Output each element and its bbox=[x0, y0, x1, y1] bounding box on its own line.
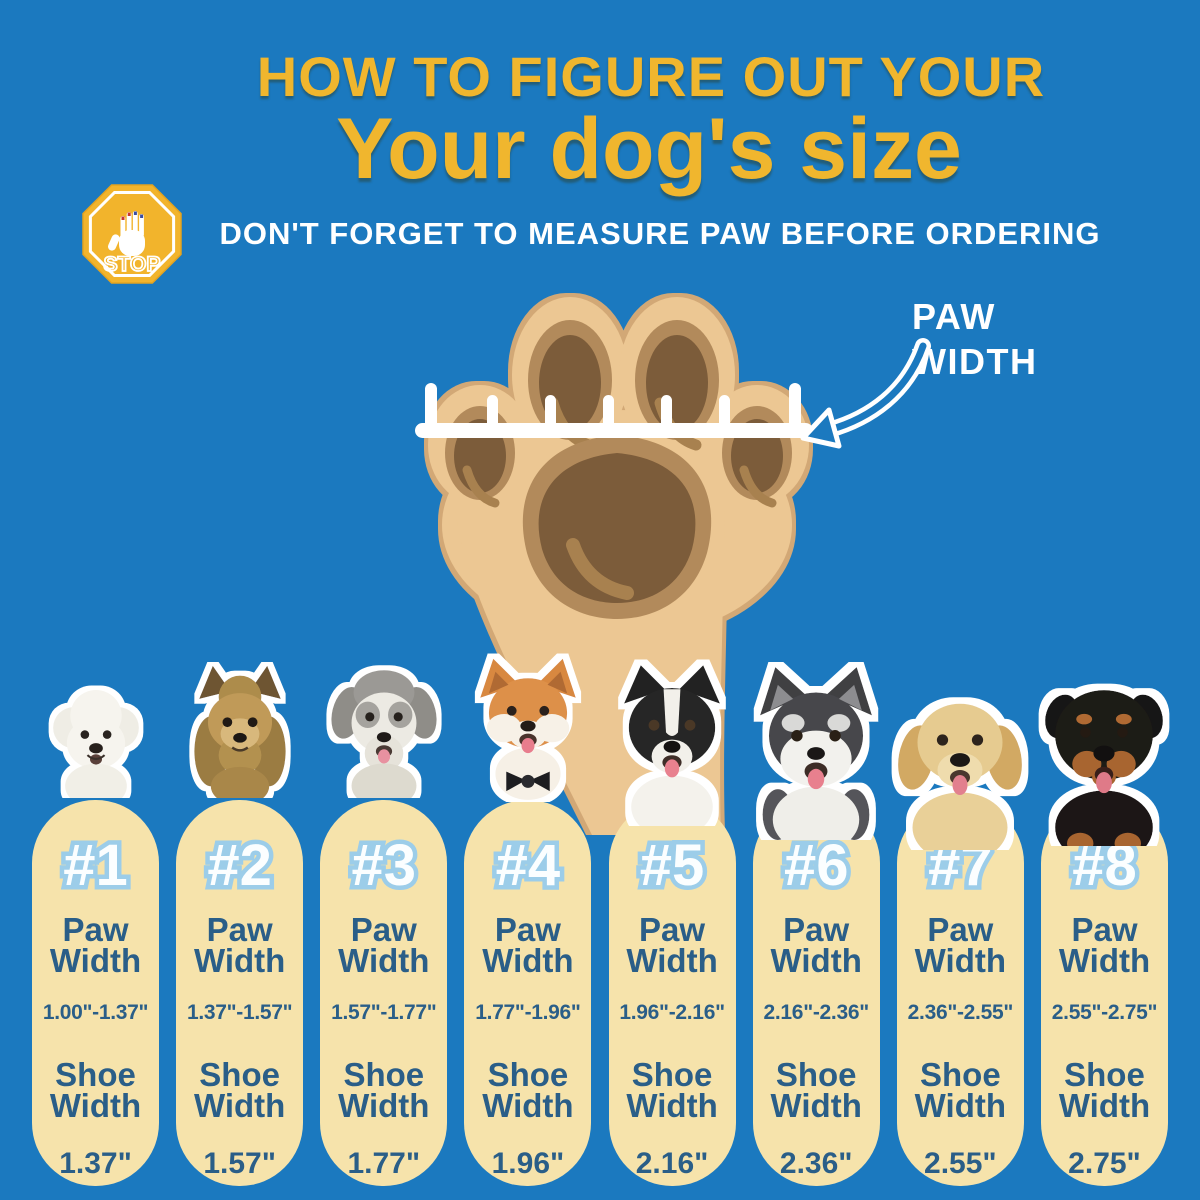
size-pill-3: #3 #3 Paw Width 1.57"-1.77" Shoe Width 1.77… bbox=[320, 800, 448, 1186]
size-columns: #1 #1 Paw Width 1.00"-1.37" Shoe Width 1.37… bbox=[32, 0, 1168, 1186]
size-column-6: #6 #6 Paw Width 2.16"-2.36" Shoe Width 2.36… bbox=[752, 0, 880, 1186]
shoe-width-value: 2.16" bbox=[635, 1147, 709, 1181]
paw-width-range: 1.77"-1.96" bbox=[475, 1000, 581, 1024]
size-number: #1 #1 bbox=[59, 829, 132, 902]
paw-width-label: Paw Width bbox=[1058, 911, 1151, 980]
paw-width-label: Paw Width bbox=[914, 911, 1007, 980]
warning-text: DON'T FORGET TO MEASURE PAW BEFORE ORDER… bbox=[219, 216, 1101, 251]
paw-width-range: 2.36"-2.55" bbox=[907, 1000, 1014, 1024]
shoe-width-value: 1.77" bbox=[347, 1147, 421, 1181]
stop-hand-icon bbox=[107, 211, 145, 256]
paw-width-label: Paw Width bbox=[338, 911, 430, 980]
paw-width-label: Paw Width bbox=[626, 911, 718, 980]
paw-width-range: 2.16"-2.36" bbox=[763, 1000, 870, 1024]
shoe-width-label: Shoe Width bbox=[914, 1055, 1007, 1125]
stop-sign-label: STOP bbox=[104, 253, 161, 276]
shoe-width-value: 2.75" bbox=[1068, 1147, 1141, 1181]
dog-photo-golden-retriever bbox=[898, 703, 1023, 850]
size-number: #2 #2 bbox=[203, 829, 276, 902]
shoe-width-label: Shoe Width bbox=[49, 1055, 142, 1125]
size-number: #6 #6 bbox=[779, 829, 852, 902]
dog-photo-bearded-collie bbox=[331, 670, 437, 798]
size-number: #4 #4 bbox=[491, 829, 564, 902]
paw-width-range: 1.96"-2.16" bbox=[619, 1000, 725, 1024]
size-pill-5: #5 #5 Paw Width 1.96"-2.16" Shoe Width 2.16… bbox=[608, 800, 736, 1186]
dog-photo-yorkshire-terrier bbox=[193, 665, 286, 798]
size-column-3: #3 #3 Paw Width 1.57"-1.77" Shoe Width 1.77… bbox=[320, 0, 448, 1186]
size-number: #5 #5 bbox=[635, 829, 708, 902]
paw-width-label: Paw Width bbox=[49, 911, 142, 980]
dog-photo-rottweiler bbox=[1045, 690, 1164, 846]
size-pill-1: #1 #1 Paw Width 1.00"-1.37" Shoe Width 1.37… bbox=[32, 800, 159, 1186]
shoe-width-value: 2.36" bbox=[779, 1147, 853, 1181]
size-column-2: #2 #2 Paw Width 1.37"-1.57" Shoe Width 1.57… bbox=[176, 0, 304, 1186]
paw-width-label: Paw Width bbox=[193, 911, 286, 980]
shoe-width-value: 1.57" bbox=[203, 1147, 276, 1181]
paw-width-range: 2.55"-2.75" bbox=[1051, 1000, 1158, 1024]
dog-photo-husky bbox=[760, 667, 873, 840]
shoe-width-label: Shoe Width bbox=[193, 1055, 286, 1125]
size-pill-4: #4 #4 Paw Width 1.77"-1.96" Shoe Width 1.96… bbox=[464, 800, 592, 1186]
size-pill-7: #7 #7 Paw Width 2.36"-2.55" Shoe Width 2.55… bbox=[896, 800, 1024, 1186]
shoe-width-value: 1.37" bbox=[59, 1147, 132, 1181]
size-pill-2: #2 #2 Paw Width 1.37"-1.57" Shoe Width 1.57… bbox=[176, 800, 304, 1186]
paw-width-range: 1.37"-1.57" bbox=[186, 1000, 293, 1024]
size-column-5: #5 #5 Paw Width 1.96"-2.16" Shoe Width 2.16… bbox=[608, 0, 736, 1186]
shoe-width-value: 1.96" bbox=[491, 1147, 565, 1181]
curved-arrow-icon bbox=[800, 338, 931, 449]
shoe-width-label: Shoe Width bbox=[626, 1055, 718, 1125]
dog-photo-shiba-inu bbox=[480, 658, 576, 800]
paw-width-range: 1.00"-1.37" bbox=[42, 1000, 149, 1024]
page-title: HOW TO FIGURE OUT YOUR bbox=[256, 45, 1046, 108]
shoe-width-label: Shoe Width bbox=[1058, 1055, 1151, 1125]
paw-illustration bbox=[415, 297, 813, 835]
shoe-width-label: Shoe Width bbox=[338, 1055, 430, 1125]
dog-photo-border-collie bbox=[624, 665, 721, 826]
shoe-width-label: Shoe Width bbox=[770, 1055, 862, 1125]
size-column-1: #1 #1 Paw Width 1.00"-1.37" Shoe Width 1.37… bbox=[32, 0, 159, 1186]
size-number: #3 #3 bbox=[347, 829, 420, 902]
size-column-4: #4 #4 Paw Width 1.77"-1.96" Shoe Width 1.96… bbox=[464, 0, 592, 1186]
page-subtitle: Your dog's size bbox=[336, 101, 962, 197]
shoe-width-value: 2.55" bbox=[924, 1147, 997, 1181]
size-column-8: #8 #8 Paw Width 2.55"-2.75" Shoe Width 2.75… bbox=[1040, 0, 1168, 1186]
paw-width-range: 1.57"-1.77" bbox=[331, 1000, 437, 1024]
dog-photo-bichon-frise bbox=[52, 690, 139, 798]
paw-width-label: Paw Width bbox=[482, 911, 574, 980]
bow-tie bbox=[506, 771, 550, 792]
stop-sign-icon: STOP bbox=[82, 184, 182, 284]
size-column-7: #7 #7 Paw Width 2.36"-2.55" Shoe Width 2.55… bbox=[896, 0, 1024, 1186]
paw-width-callout: PAW WIDTH bbox=[912, 296, 1038, 382]
shoe-width-label: Shoe Width bbox=[482, 1055, 574, 1125]
paw-width-label: Paw Width bbox=[770, 911, 862, 980]
size-pill-8: #8 #8 Paw Width 2.55"-2.75" Shoe Width 2.75… bbox=[1040, 800, 1168, 1186]
measuring-ruler bbox=[415, 383, 813, 438]
size-pill-6: #6 #6 Paw Width 2.16"-2.36" Shoe Width 2.36… bbox=[752, 800, 880, 1186]
